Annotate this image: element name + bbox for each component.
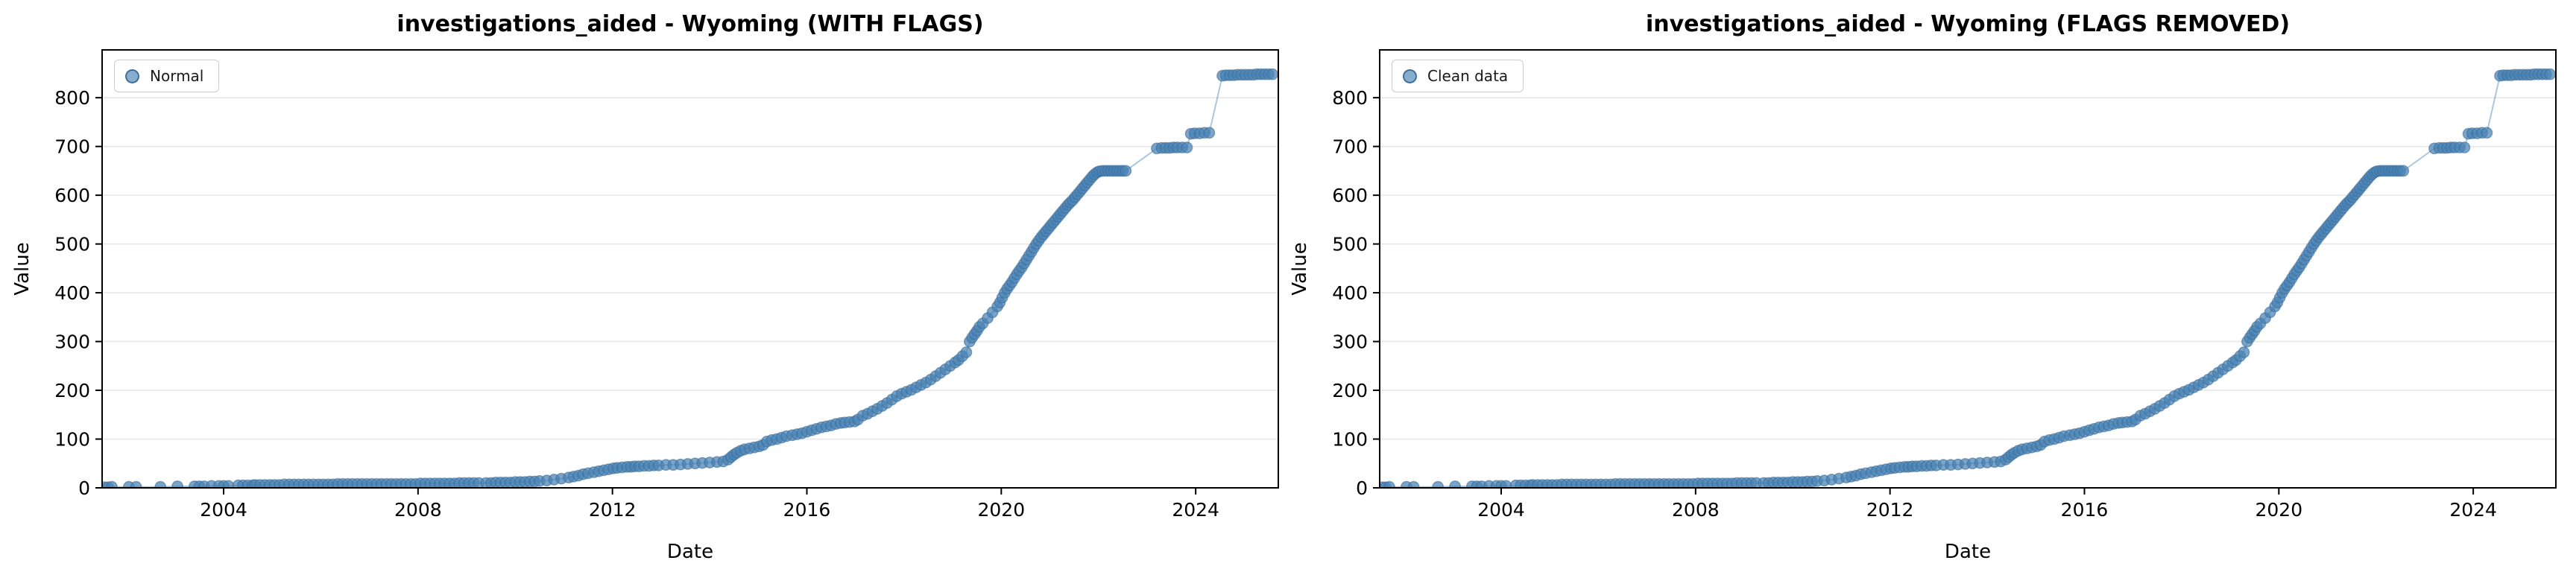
y-tick-label: 500 [54, 234, 90, 255]
x-tick-label: 2012 [1866, 499, 1914, 521]
axes-spines [1379, 49, 2557, 489]
y-tick-label: 400 [54, 282, 90, 304]
chart-title: investigations_aided - Wyoming (WITH FLA… [397, 11, 984, 37]
y-tick-label: 500 [1332, 234, 1368, 255]
data-series [102, 68, 1278, 488]
data-point [1500, 480, 1512, 488]
data-point [1120, 165, 1132, 177]
legend: Clean data [1392, 60, 1524, 92]
legend-marker-icon [1403, 69, 1417, 83]
y-axis-label: Value [1289, 242, 1311, 296]
data-point [2238, 346, 2250, 358]
y-tick-label: 100 [1332, 429, 1368, 451]
x-tick-label: 2012 [589, 499, 637, 521]
data-point [130, 480, 142, 488]
y-axis-label: Value [11, 242, 34, 296]
data-point [1449, 480, 1461, 488]
x-tick-label: 2004 [200, 499, 247, 521]
chart-panel-with-flags: 2004 2008 2012 2016 2020 2024 0 100 200 300 400 500… [11, 11, 1279, 563]
y-tick-label: 300 [54, 331, 90, 353]
chart-title: investigations_aided - Wyoming (FLAGS RE… [1645, 11, 2291, 37]
data-point [1383, 480, 1395, 488]
legend-marker-icon [125, 69, 139, 83]
y-tick-label: 300 [1332, 331, 1368, 353]
y-tick-label: 600 [54, 185, 90, 206]
x-tick-label: 2020 [978, 499, 1026, 521]
x-tick-label: 2024 [1172, 499, 1219, 521]
data-point [106, 480, 118, 488]
axes-spines [101, 49, 1279, 489]
y-tick-label: 400 [1332, 282, 1368, 304]
x-tick-label: 2020 [2255, 499, 2303, 521]
y-tick-label: 800 [1332, 87, 1368, 109]
x-tick-label: 2008 [1672, 499, 1720, 521]
x-tick-label: 2024 [2449, 499, 2497, 521]
y-tick-label: 600 [1332, 185, 1368, 206]
x-tick-label: 2016 [2061, 499, 2109, 521]
data-point [2481, 127, 2493, 139]
data-point [960, 346, 973, 358]
y-tick-label: 0 [1356, 477, 1368, 499]
x-axis-label: Date [1944, 541, 1992, 563]
data-point [1181, 142, 1193, 153]
y-tick-label: 800 [54, 87, 90, 109]
data-line [1382, 73, 2551, 488]
y-tick-label: 200 [54, 380, 90, 401]
data-point [171, 480, 183, 488]
x-axis-label: Date [666, 541, 714, 563]
legend-label: Normal [150, 67, 204, 85]
x-tick-label: 2008 [394, 499, 442, 521]
data-point [1266, 68, 1278, 80]
plot-canvas-flags-removed: 2004 2008 2012 2016 2020 2024 0 100 200 300 400 500… [1332, 49, 2557, 521]
legend-label: Clean data [1427, 67, 1509, 85]
chart-panel-flags-removed: 2004 2008 2012 2016 2020 2024 0 100 200 300 400 500… [1288, 0, 2576, 572]
data-point [2458, 142, 2471, 153]
data-point [1407, 480, 1420, 488]
x-tick-label: 2004 [1477, 499, 1525, 521]
data-point [1432, 480, 1445, 488]
y-tick-label: 0 [78, 477, 90, 499]
data-point [2397, 165, 2410, 177]
data-line [104, 73, 1273, 488]
y-tick-label: 100 [54, 429, 90, 451]
data-point [2544, 68, 2556, 80]
data-point [222, 480, 235, 488]
data-point [154, 480, 167, 488]
y-tick-label: 700 [54, 136, 90, 158]
y-tick-label: 700 [1332, 136, 1368, 158]
data-point [1203, 127, 1216, 139]
y-tick-label: 200 [1332, 380, 1368, 401]
x-tick-label: 2016 [783, 499, 831, 521]
data-series [1380, 68, 2556, 488]
legend: Normal [114, 60, 220, 92]
plot-canvas-with-flags: 2004 2008 2012 2016 2020 2024 0 100 200 300 400 500… [54, 49, 1279, 521]
